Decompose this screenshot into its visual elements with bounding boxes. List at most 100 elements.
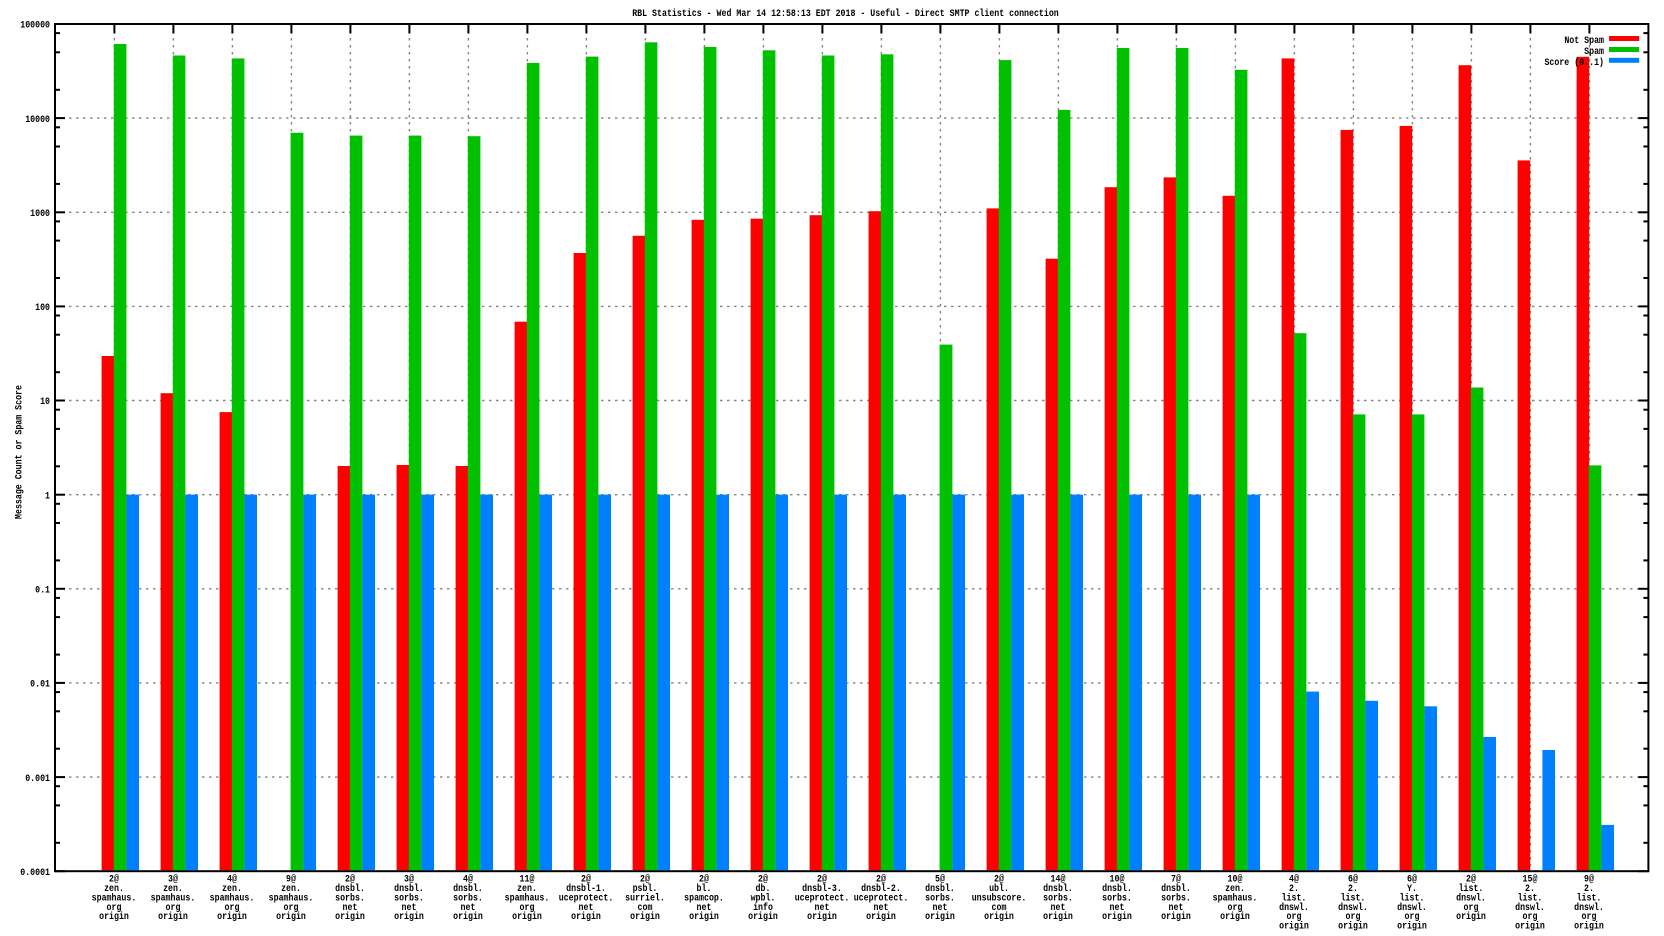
svg-text:dnsbl.: dnsbl. bbox=[453, 883, 483, 895]
svg-text:origin: origin bbox=[1161, 911, 1191, 923]
svg-text:db.: db. bbox=[756, 883, 771, 895]
svg-text:RBL Statistics - Wed Mar 14 12: RBL Statistics - Wed Mar 14 12:58:13 EDT… bbox=[632, 8, 1059, 20]
svg-text:origin: origin bbox=[1279, 921, 1309, 933]
svg-text:origin: origin bbox=[1397, 921, 1427, 933]
svg-text:Not Spam: Not Spam bbox=[1564, 36, 1604, 47]
svg-text:dnsbl-1.: dnsbl-1. bbox=[566, 883, 606, 895]
svg-text:2.: 2. bbox=[1584, 884, 1594, 895]
svg-text:org: org bbox=[225, 903, 240, 914]
svg-text:origin: origin bbox=[925, 911, 955, 923]
svg-text:origin: origin bbox=[217, 911, 247, 923]
svg-text:dnsbl-3.: dnsbl-3. bbox=[802, 883, 842, 895]
svg-text:psbl.: psbl. bbox=[633, 883, 658, 895]
svg-text:sorbs.: sorbs. bbox=[453, 892, 483, 904]
svg-text:net: net bbox=[874, 903, 889, 914]
svg-text:2@: 2@ bbox=[640, 874, 650, 886]
svg-text:zen.: zen. bbox=[1225, 884, 1245, 895]
svg-text:dnsbl.: dnsbl. bbox=[394, 883, 424, 895]
svg-text:net: net bbox=[815, 903, 830, 914]
svg-text:org: org bbox=[1228, 903, 1243, 914]
svg-text:net: net bbox=[933, 903, 948, 914]
svg-text:2@: 2@ bbox=[109, 874, 119, 886]
svg-text:list.: list. bbox=[1577, 892, 1602, 904]
svg-text:origin: origin bbox=[1456, 911, 1486, 923]
svg-text:origin: origin bbox=[276, 911, 306, 923]
svg-text:dnsbl.: dnsbl. bbox=[1102, 883, 1132, 895]
svg-text:0.1: 0.1 bbox=[35, 586, 50, 597]
svg-text:4@: 4@ bbox=[1289, 874, 1299, 886]
svg-text:sorbs.: sorbs. bbox=[1043, 892, 1073, 904]
svg-text:5@: 5@ bbox=[935, 874, 945, 886]
svg-text:origin: origin bbox=[630, 911, 660, 923]
svg-text:uceprotect.: uceprotect. bbox=[559, 893, 614, 904]
svg-text:2@: 2@ bbox=[699, 874, 709, 886]
svg-text:org: org bbox=[1582, 912, 1597, 923]
svg-text:surriel.: surriel. bbox=[625, 892, 665, 904]
svg-text:Y.: Y. bbox=[1407, 884, 1417, 895]
svg-text:2@: 2@ bbox=[345, 874, 355, 886]
svg-text:10000: 10000 bbox=[25, 115, 50, 126]
svg-text:origin: origin bbox=[571, 911, 601, 923]
svg-text:6@: 6@ bbox=[1407, 874, 1417, 886]
svg-text:org: org bbox=[520, 903, 535, 914]
svg-text:origin: origin bbox=[1102, 911, 1132, 923]
svg-text:spamhaus.: spamhaus. bbox=[151, 892, 196, 904]
svg-text:9@: 9@ bbox=[286, 874, 296, 886]
svg-text:100000: 100000 bbox=[20, 21, 50, 32]
svg-text:14@: 14@ bbox=[1051, 874, 1066, 886]
svg-text:10: 10 bbox=[40, 397, 50, 408]
svg-text:sorbs.: sorbs. bbox=[1102, 892, 1132, 904]
svg-text:10@: 10@ bbox=[1110, 874, 1125, 886]
svg-text:dnswl.: dnswl. bbox=[1515, 902, 1545, 914]
svg-text:origin: origin bbox=[512, 911, 542, 923]
svg-text:sorbs.: sorbs. bbox=[925, 892, 955, 904]
svg-text:unsubscore.: unsubscore. bbox=[972, 892, 1027, 904]
svg-text:Score (0..1): Score (0..1) bbox=[1544, 57, 1604, 69]
svg-text:list.: list. bbox=[1518, 892, 1543, 904]
svg-text:origin: origin bbox=[335, 911, 365, 923]
svg-text:2@: 2@ bbox=[994, 874, 1004, 886]
svg-text:100: 100 bbox=[35, 303, 50, 314]
svg-text:1: 1 bbox=[45, 491, 50, 502]
svg-text:org: org bbox=[1346, 912, 1361, 923]
svg-text:7@: 7@ bbox=[1171, 874, 1181, 886]
svg-text:net: net bbox=[461, 903, 476, 914]
svg-text:zen.: zen. bbox=[222, 884, 242, 895]
svg-text:zen.: zen. bbox=[163, 884, 183, 895]
svg-text:sorbs.: sorbs. bbox=[1161, 892, 1191, 904]
svg-text:origin: origin bbox=[1574, 921, 1604, 933]
svg-text:dnswl.: dnswl. bbox=[1279, 902, 1309, 914]
svg-text:spamhaus.: spamhaus. bbox=[269, 892, 314, 904]
svg-text:com: com bbox=[992, 903, 1007, 914]
svg-text:Spam: Spam bbox=[1584, 47, 1604, 58]
svg-text:Message Count or Spam Score: Message Count or Spam Score bbox=[15, 385, 26, 519]
svg-text:origin: origin bbox=[807, 911, 837, 923]
svg-text:net: net bbox=[1169, 903, 1184, 914]
svg-text:org: org bbox=[1523, 912, 1538, 923]
svg-text:zen.: zen. bbox=[281, 884, 301, 895]
svg-text:net: net bbox=[402, 903, 417, 914]
svg-text:dnsbl.: dnsbl. bbox=[925, 883, 955, 895]
svg-text:spamhaus.: spamhaus. bbox=[210, 892, 255, 904]
svg-text:spamcop.: spamcop. bbox=[684, 893, 724, 904]
svg-text:3@: 3@ bbox=[168, 874, 178, 886]
svg-text:6@: 6@ bbox=[1348, 874, 1358, 886]
svg-text:1000: 1000 bbox=[30, 209, 50, 220]
svg-text:2.: 2. bbox=[1289, 884, 1299, 895]
svg-text:dnswl.: dnswl. bbox=[1338, 902, 1368, 914]
svg-text:2.: 2. bbox=[1348, 884, 1358, 895]
svg-text:spamhaus.: spamhaus. bbox=[1213, 892, 1258, 904]
svg-text:zen.: zen. bbox=[104, 884, 124, 895]
svg-text:11@: 11@ bbox=[520, 874, 535, 886]
svg-text:dnswl.: dnswl. bbox=[1456, 892, 1486, 904]
svg-text:net: net bbox=[697, 903, 712, 914]
svg-text:org: org bbox=[107, 903, 122, 914]
svg-text:2@: 2@ bbox=[581, 874, 591, 886]
svg-text:org: org bbox=[1405, 912, 1420, 923]
svg-text:spamhaus.: spamhaus. bbox=[505, 892, 550, 904]
svg-text:0.01: 0.01 bbox=[30, 680, 50, 691]
svg-text:org: org bbox=[1287, 912, 1302, 923]
svg-text:2@: 2@ bbox=[758, 874, 768, 886]
svg-text:list.: list. bbox=[1282, 892, 1307, 904]
svg-text:org: org bbox=[284, 903, 299, 914]
